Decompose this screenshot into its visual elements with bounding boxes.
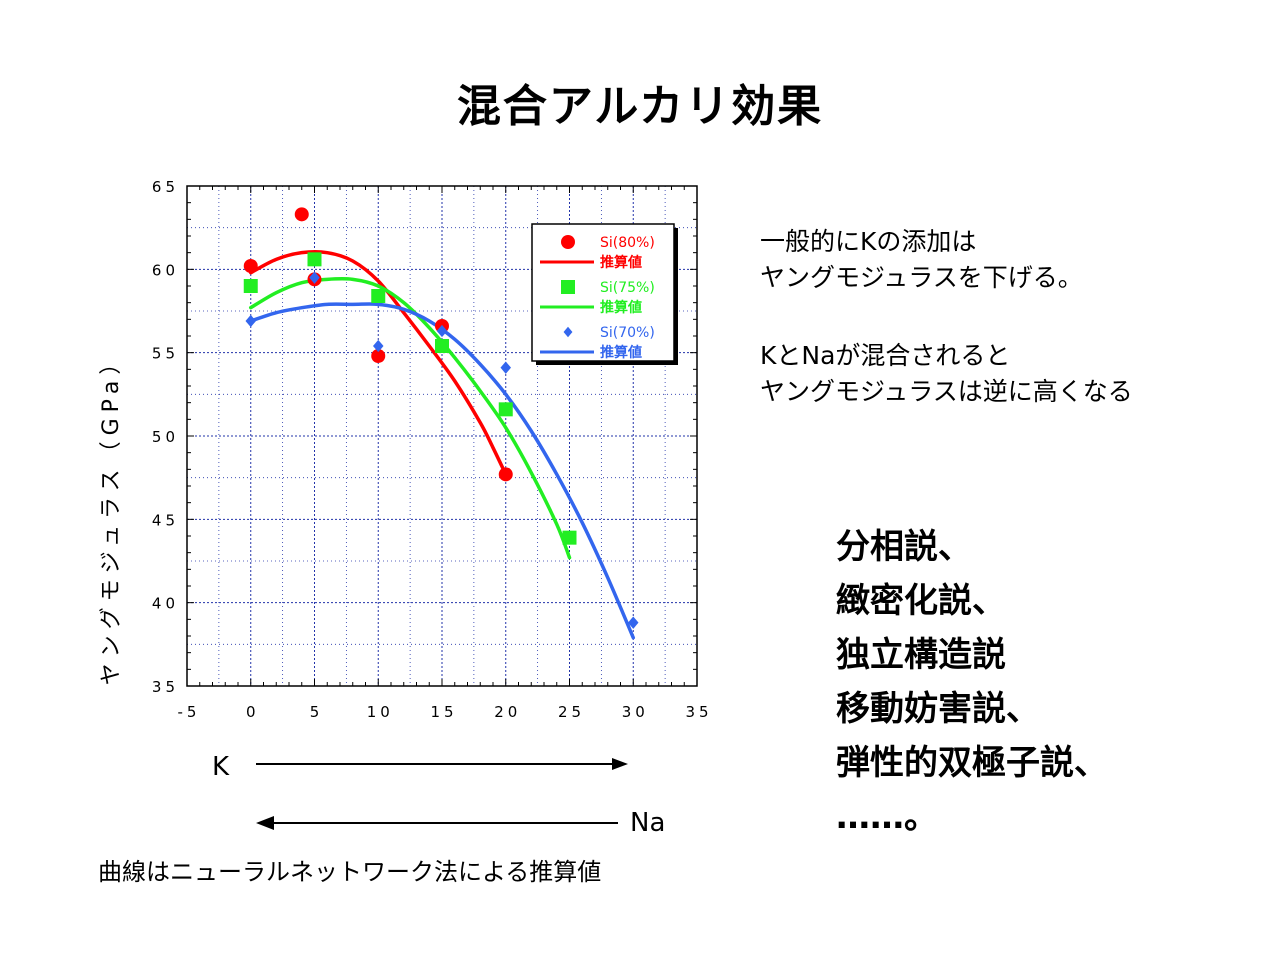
y-tick-label: 65 xyxy=(152,178,179,196)
note-line: ヤングモジュラスを下げる。 xyxy=(760,263,1083,292)
data-point-square xyxy=(307,252,322,267)
data-point-circle xyxy=(294,207,309,222)
k-label: K xyxy=(212,752,230,782)
theory-item: 移動妨害説、 xyxy=(836,689,1040,729)
legend-fit-label: 推算値 xyxy=(600,344,642,361)
x-tick-label: 30 xyxy=(622,703,649,721)
data-points xyxy=(243,207,639,629)
chart-legend: Si(80%) 推算値 Si(75%) 推算値 Si(70%) 推算値 xyxy=(531,223,678,365)
y-tick-label: 45 xyxy=(152,511,179,529)
legend-fit-label: 推算値 xyxy=(600,254,642,271)
slide-title: 混合アルカリ効果 xyxy=(456,81,824,132)
theory-list: 分相説、 緻密化説、 独立構造説 移動妨害説、 弾性的双極子説、 ……。 xyxy=(836,520,1108,844)
y-axis-label: ヤングモジュラス（GPa） xyxy=(99,347,124,686)
data-point-square xyxy=(498,402,513,417)
y-tick-label: 50 xyxy=(152,428,179,446)
x-tick-label: -5 xyxy=(178,703,201,721)
data-point-diamond xyxy=(500,361,511,374)
legend-series-label: Si(70%) xyxy=(600,325,655,341)
data-point-circle xyxy=(371,349,386,363)
theory-item: 独立構造説 xyxy=(836,635,1006,675)
theory-item: ……。 xyxy=(836,797,938,837)
data-point-square xyxy=(243,279,258,293)
legend-fit-label: 推算値 xyxy=(600,299,642,316)
data-point-diamond xyxy=(373,339,384,353)
note-line: 一般的にKの添加は xyxy=(760,227,977,256)
chart-ticks: -5 0 5 10 15 20 25 30 35 35 40 45 50 55 60 65 xyxy=(152,178,712,721)
x-tick-label: 10 xyxy=(367,703,394,721)
theory-item: 分相説、 xyxy=(836,527,972,567)
data-point-square xyxy=(562,530,577,545)
data-point-square xyxy=(435,339,449,353)
data-point-circle xyxy=(498,467,513,482)
legend-series-label: Si(75%) xyxy=(600,280,655,296)
data-point-square xyxy=(371,289,386,303)
x-tick-label: 5 xyxy=(310,703,324,721)
legend-marker-square xyxy=(561,280,575,294)
composition-arrows xyxy=(256,758,628,830)
y-tick-label: 55 xyxy=(152,345,179,363)
legend-marker-diamond xyxy=(563,326,573,338)
na-label: Na xyxy=(630,808,666,838)
note-k-addition: 一般的にKの添加は ヤングモジュラスを下げる。 xyxy=(760,224,1083,296)
x-tick-label: 25 xyxy=(558,703,585,721)
data-point-circle xyxy=(243,259,258,273)
data-point-diamond xyxy=(628,616,639,629)
k-arrowhead xyxy=(612,758,628,770)
x-tick-label: 15 xyxy=(430,703,457,721)
note-mixed-alkali: KとNaが混合されると ヤングモジュラスは逆に高くなる xyxy=(760,338,1133,410)
note-line: ヤングモジュラスは逆に高くなる xyxy=(760,377,1133,406)
young-modulus-chart: -5 0 5 10 15 20 25 30 35 35 40 45 50 55 60 65 ヤングモジュラス（… xyxy=(99,178,712,721)
legend-marker-circle xyxy=(561,235,575,249)
na-arrowhead xyxy=(256,816,274,830)
legend-series-label: Si(80%) xyxy=(600,235,655,251)
caption: 曲線はニューラルネットワーク法による推算値 xyxy=(98,858,602,886)
fit-curve-0 xyxy=(249,249,508,477)
data-point-diamond xyxy=(245,314,256,328)
theory-item: 弾性的双極子説、 xyxy=(836,743,1108,783)
x-tick-label: 35 xyxy=(685,703,712,721)
y-tick-label: 35 xyxy=(152,678,179,696)
note-line: KとNaが混合されると xyxy=(760,341,1011,370)
x-tick-label: 0 xyxy=(246,703,260,721)
legend-box xyxy=(531,223,675,362)
y-tick-label: 60 xyxy=(152,261,179,279)
data-point-diamond xyxy=(436,324,448,338)
y-tick-label: 40 xyxy=(152,595,179,613)
x-tick-label: 20 xyxy=(494,703,521,721)
theory-item: 緻密化説、 xyxy=(836,581,1006,621)
